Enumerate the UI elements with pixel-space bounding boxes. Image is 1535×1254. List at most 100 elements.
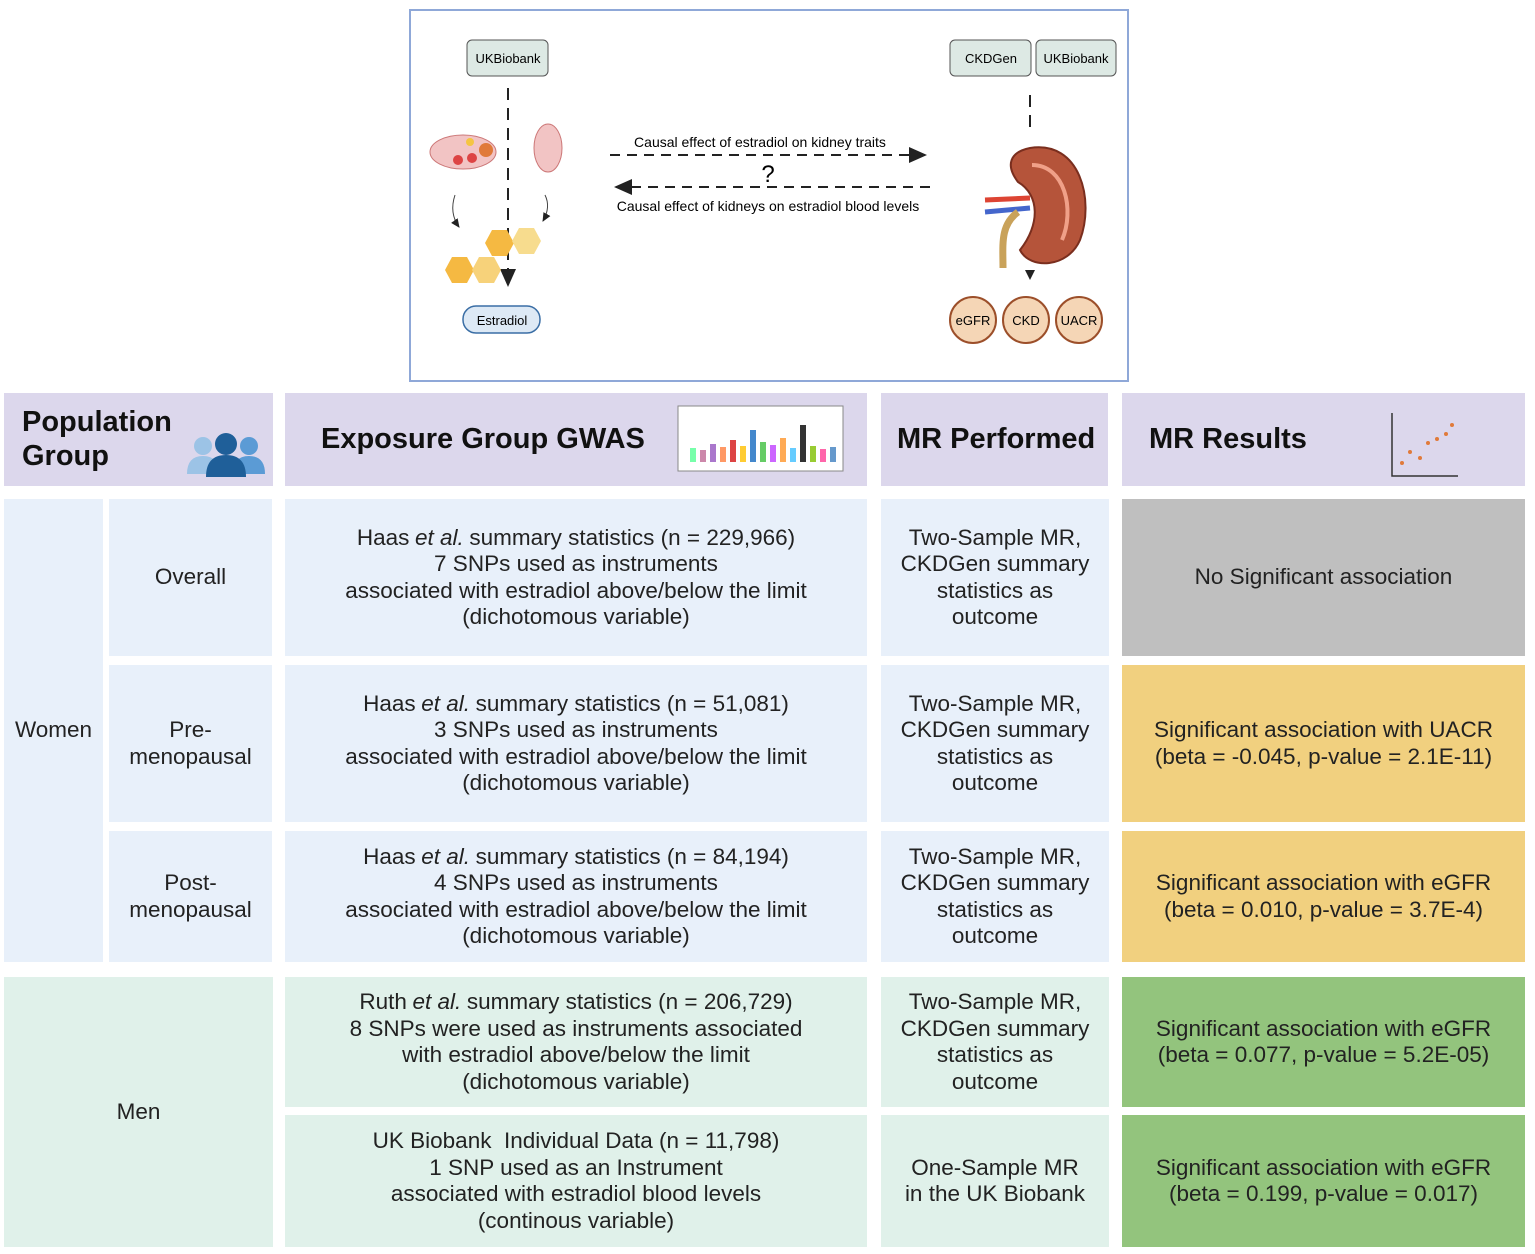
text-line: Haas et al. summary statistics (n = 84,194…: [363, 844, 789, 871]
exposure-label: Estradiol: [477, 313, 528, 328]
text-line: (continous variable): [477, 1207, 675, 1233]
reverse-label: Causal effect of kidneys on estradiol bl…: [617, 198, 919, 214]
mr-cell: Two-Sample MR, CKDGen summary statistics a…: [881, 977, 1109, 1107]
header-text: Population Group: [22, 406, 172, 472]
curved-arrow: [542, 194, 551, 222]
text-line: CKDGen summary: [900, 870, 1090, 895]
text-line: Haas et al. summary statistics (n = 51,081…: [363, 691, 789, 718]
text-line: outcome: [951, 923, 1039, 948]
ovary-icon: [429, 134, 497, 170]
outcome-circle: [1055, 296, 1103, 344]
group-label: Men: [116, 1098, 161, 1124]
gwas-cell: UK Biobank Individual Data (n = 11,798) 1…: [285, 1115, 867, 1247]
gwas-cell: Ruth et al. summary statistics (n = 206,72…: [285, 977, 867, 1107]
text-line: outcome: [951, 1068, 1039, 1094]
text-part: summary statistics (n = 229,966): [469, 524, 796, 550]
text-line: statistics as: [936, 1042, 1054, 1067]
source-box: [1035, 39, 1117, 77]
text-line: Significant association with eGFR: [1155, 1154, 1492, 1180]
text-line: outcome: [951, 604, 1039, 629]
text-line: menopausal: [129, 743, 252, 769]
study-diagram: UKBiobank Estradiol Causal effect of est…: [409, 9, 1129, 382]
text-part: et al.: [421, 690, 471, 716]
outcome-label: CKD: [1012, 313, 1039, 328]
text-part: summary statistics (n = 51,081): [475, 690, 789, 716]
outcome-circle: [1002, 296, 1050, 344]
text-line: Two-Sample MR,: [908, 524, 1082, 550]
source-box: [466, 39, 549, 77]
text-line: 3 SNPs used as instruments: [434, 717, 718, 742]
header-cell: [881, 393, 1108, 486]
text-line: (beta = 0.010, p-value = 3.7E-4): [1164, 896, 1483, 922]
subgroup-cell: Post-menopausal: [109, 831, 272, 962]
text-line: statistics as: [936, 577, 1054, 603]
text-line: CKDGen summary: [900, 1015, 1090, 1041]
source-label: CKDGen: [965, 51, 1017, 66]
text-line: Pre-: [169, 717, 212, 742]
text-line: Overall: [154, 564, 227, 590]
source-label: UKBiobank: [1043, 51, 1109, 66]
mr-cell: One-Sample MR in the UK Biobank: [881, 1115, 1109, 1247]
text-line: (dichotomous variable): [462, 1068, 690, 1094]
text-line: (beta = 0.199, p-value = 0.017): [1169, 1181, 1478, 1206]
group-cell: Men: [4, 977, 273, 1247]
mr-cell: Two-Sample MR, CKDGen summary statistics a…: [881, 665, 1109, 822]
text-part: Haas: [363, 843, 416, 869]
header-text: MR Performed: [897, 423, 1096, 455]
header-text: MR Results: [1149, 423, 1307, 455]
text-line: Haas et al. summary statistics (n = 229,96…: [357, 525, 795, 552]
text-line: CKDGen summary: [900, 551, 1090, 576]
result-cell: Significant association with eGFR (beta =…: [1122, 1115, 1525, 1247]
question-mark: ?: [761, 161, 774, 188]
arrow-head: [1025, 270, 1035, 280]
text-part: et al.: [421, 843, 471, 869]
text-line: 8 SNPs were used as instruments associat…: [349, 1015, 803, 1041]
text-line: 7 SNPs used as instruments: [434, 551, 718, 576]
subgroup-cell: Overall: [109, 499, 272, 656]
gwas-cell: Haas et al. summary statistics (n = 229,96…: [285, 499, 867, 656]
group-label: Women: [14, 717, 93, 743]
result-cell: Significant association with UACR (beta =…: [1122, 665, 1525, 822]
text-line: associated with estradiol above/below th…: [345, 896, 807, 922]
text-line: associated with estradiol blood levels: [390, 1181, 762, 1206]
text-line: Two-Sample MR,: [908, 843, 1082, 869]
subgroup-cell: Pre-menopausal: [109, 665, 272, 822]
text-line: statistics as: [936, 896, 1054, 922]
outcome-label: eGFR: [956, 313, 991, 328]
forward-label: Causal effect of estradiol on kidney tra…: [634, 134, 886, 150]
source-box: [949, 39, 1032, 77]
outcome-circle: [949, 296, 997, 344]
text-line: (beta = -0.045, p-value = 2.1E-11): [1154, 743, 1493, 769]
text-line: (dichotomous variable): [462, 770, 690, 795]
group-cell: Women: [4, 499, 103, 962]
text-line: associated with estradiol above/below th…: [345, 743, 807, 769]
result-cell: Significant association with eGFR (beta =…: [1122, 831, 1525, 962]
text-line: outcome: [951, 770, 1039, 795]
text-line: No Significant association: [1194, 564, 1453, 590]
result-cell: No Significant association: [1122, 499, 1525, 656]
text-line: (dichotomous variable): [462, 604, 690, 629]
hormone-icon: [445, 228, 541, 283]
kidney-icon: [984, 146, 1087, 269]
text-part: Ruth: [359, 989, 407, 1014]
result-cell: Significant association with eGFR (beta =…: [1122, 977, 1525, 1107]
text-line: associated with estradiol above/below th…: [345, 577, 807, 603]
text-line: UK Biobank Individual Data (n = 11,798): [372, 1128, 780, 1153]
text-part: Haas: [356, 524, 410, 550]
mr-cell: Two-Sample MR, CKDGen summary statistics a…: [881, 831, 1109, 962]
text-line: CKDGen summary: [900, 717, 1090, 742]
text-line: Significant association with UACR: [1154, 717, 1493, 742]
outcome-label: UACR: [1061, 313, 1098, 328]
text-line: Ruth et al. summary statistics (n = 206,72…: [359, 989, 792, 1016]
exposure-box: [462, 305, 541, 334]
text-line: (beta = 0.077, p-value = 5.2E-05): [1157, 1042, 1490, 1067]
text-line: (dichotomous variable): [462, 923, 690, 948]
text-line: menopausal: [129, 896, 252, 922]
text-line: Post-: [164, 870, 217, 895]
text-line: Two-Sample MR,: [908, 690, 1082, 716]
text-line: 4 SNPs used as instruments: [434, 870, 718, 895]
text-line: with estradiol above/below the limit: [402, 1042, 750, 1067]
source-label: UKBiobank: [475, 51, 541, 66]
text-line: One-Sample MR: [911, 1154, 1079, 1180]
